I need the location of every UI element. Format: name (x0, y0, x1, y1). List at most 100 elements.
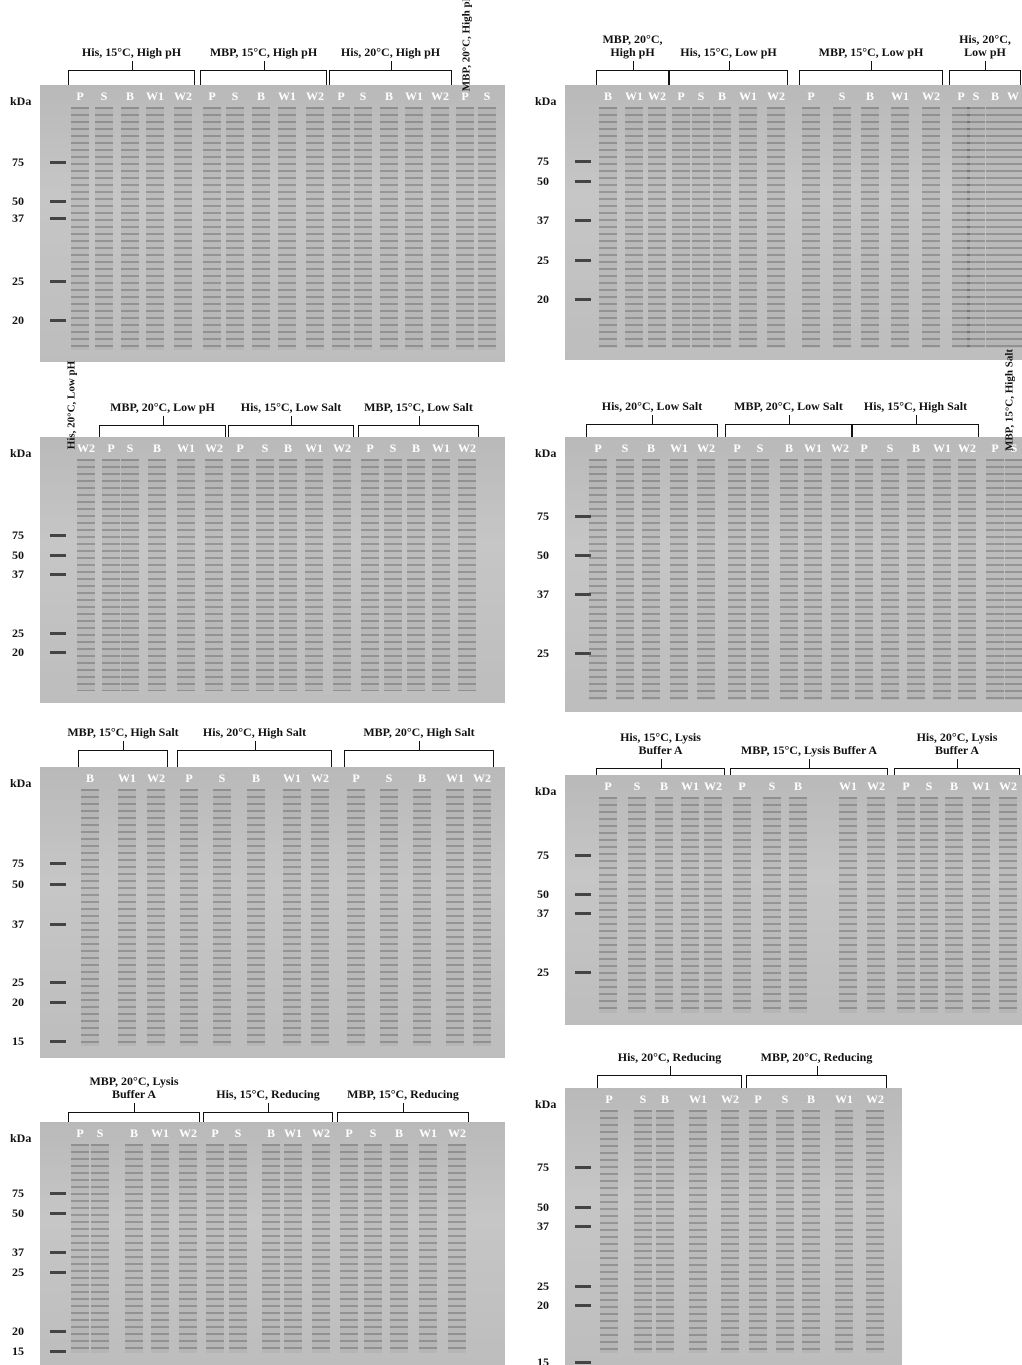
lane-label: W (1007, 89, 1019, 103)
lane-label: W1 (689, 1092, 707, 1106)
group-bracket (949, 70, 1021, 85)
lane-label: S (389, 441, 397, 455)
gel-lane (804, 459, 822, 700)
bracket-stem (123, 741, 124, 750)
gel-lane (458, 459, 476, 691)
gel-lane (642, 459, 660, 700)
marker-label: 15 (12, 1034, 24, 1048)
ladder-band (50, 1251, 66, 1254)
marker-label: 25 (537, 965, 549, 979)
ladder-band (575, 912, 591, 915)
marker-label: 25 (12, 975, 24, 989)
gel-lane (179, 1144, 197, 1353)
ladder-band (575, 160, 591, 163)
lane-label: P (107, 441, 115, 455)
marker-label: 20 (12, 995, 24, 1009)
gel-lane (967, 107, 985, 348)
bracket-stem (390, 61, 392, 70)
lane-label: W1 (835, 1092, 853, 1106)
marker-label: 75 (12, 1186, 24, 1200)
kda-label: kDa (10, 776, 32, 790)
marker-label: 20 (537, 292, 549, 306)
group-bracket (203, 1112, 333, 1122)
lane-label: W2 (767, 89, 785, 103)
gel-lane (81, 789, 99, 1046)
gel-lane (1004, 107, 1022, 348)
lane-label: P (957, 89, 965, 103)
group-bracket (586, 424, 718, 437)
gel-lane (945, 797, 963, 1013)
gel-lane (802, 1110, 820, 1353)
gel-lane (600, 1110, 618, 1353)
lane-label: P (860, 441, 868, 455)
gel-lane (867, 797, 885, 1013)
lane-label: S (100, 89, 108, 103)
ladder-band (50, 1330, 66, 1333)
lane-label: W2 (311, 771, 329, 785)
gel-lane (71, 107, 89, 350)
gel-lane (922, 107, 940, 348)
lane-label: W2 (448, 1126, 466, 1140)
lane-label: B (784, 441, 794, 455)
ladder-band (50, 1001, 66, 1004)
bracket-stem (632, 61, 634, 70)
ladder-band (50, 632, 66, 635)
gel-lane (833, 107, 851, 348)
gel-lane (226, 107, 244, 350)
lane-label: B (990, 89, 1000, 103)
bracket-stem (131, 61, 133, 70)
group-label: MBP, 20°C, High pH (602, 32, 663, 59)
lane-label: W1 (839, 779, 857, 793)
group-bracket (597, 1075, 742, 1088)
gel-lane (333, 459, 351, 691)
gel-lane (907, 459, 925, 700)
gel-lane (704, 797, 722, 1013)
gel-lane (364, 1144, 382, 1353)
group-label: MBP, 15°C, Reducing (347, 1087, 459, 1101)
kda-label: kDa (535, 1097, 557, 1111)
gel-lane (751, 459, 769, 700)
lane-label: W1 (118, 771, 136, 785)
marker-label: 15 (12, 1344, 24, 1358)
lane-label: P (236, 441, 244, 455)
gel-lane (174, 107, 192, 350)
ladder-band (50, 981, 66, 984)
kda-label: kDa (10, 1131, 32, 1145)
lane-label: S (639, 1092, 647, 1106)
lane-label: S (483, 89, 491, 103)
lane-label: W2 (174, 89, 192, 103)
lane-label: W2 (648, 89, 666, 103)
kda-label: kDa (535, 784, 557, 798)
ladder-band (575, 1285, 591, 1288)
lane-label: B (256, 89, 266, 103)
gel-lane (384, 459, 402, 691)
gel-lane (958, 459, 976, 700)
ladder-band (50, 200, 66, 203)
gel-lane (767, 107, 785, 348)
lane-label: S (96, 1126, 104, 1140)
gel-lane (147, 789, 165, 1046)
lane-label: W1 (446, 771, 464, 785)
lane-label: B (283, 441, 293, 455)
group-bracket (200, 70, 327, 85)
gel-lane (77, 459, 95, 691)
lane-label: W2 (958, 441, 976, 455)
gel-lane (347, 789, 365, 1046)
marker-label: 20 (12, 1324, 24, 1338)
lane-label: W1 (891, 89, 909, 103)
lane-label: B (659, 779, 669, 793)
marker-label: 25 (537, 1279, 549, 1293)
gel-lane (448, 1144, 466, 1353)
marker-label: 37 (12, 211, 24, 225)
lane-label: W2 (999, 779, 1017, 793)
gel-lane (206, 1144, 224, 1353)
gel-image (40, 85, 505, 362)
bracket-stem (403, 1103, 404, 1112)
lane-label: B (411, 441, 421, 455)
group-label: His, 15°C, High pH (81, 45, 182, 59)
marker-label: 75 (12, 528, 24, 542)
lane-label: W2 (312, 1126, 330, 1140)
gel-lane (213, 789, 231, 1046)
group-bracket (337, 1112, 469, 1122)
